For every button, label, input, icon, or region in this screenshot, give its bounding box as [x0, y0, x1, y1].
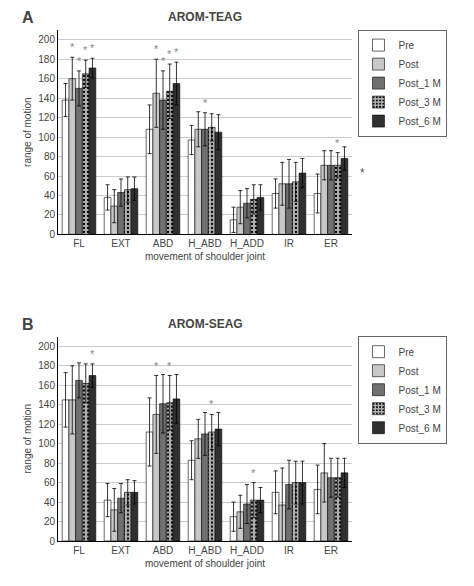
svg-text:*: *: [209, 398, 214, 410]
svg-text:Pre: Pre: [398, 40, 414, 51]
svg-text:120: 120: [38, 112, 55, 123]
svg-text:*: *: [161, 55, 166, 67]
svg-text:H_ADD: H_ADD: [230, 238, 264, 249]
svg-text:FL: FL: [73, 238, 85, 249]
svg-text:H_ABD: H_ABD: [188, 545, 221, 556]
svg-text:60: 60: [44, 171, 56, 182]
svg-text:40: 40: [44, 497, 56, 508]
svg-text:ER: ER: [324, 238, 338, 249]
svg-text:range of motion: range of motion: [22, 97, 33, 167]
svg-text:Post: Post: [398, 366, 418, 377]
svg-text:140: 140: [38, 399, 55, 410]
svg-text:20: 20: [44, 516, 56, 527]
svg-text:H_ADD: H_ADD: [230, 545, 264, 556]
svg-text:180: 180: [38, 54, 55, 65]
svg-text:AROM-SEAG: AROM-SEAG: [168, 317, 243, 331]
svg-text:Post_3 M: Post_3 M: [398, 404, 440, 415]
svg-text:*: *: [154, 43, 159, 55]
svg-text:*: *: [174, 46, 179, 58]
svg-text:*: *: [167, 360, 172, 372]
svg-text:Pre: Pre: [398, 347, 414, 358]
svg-text:*: *: [167, 48, 172, 60]
svg-text:160: 160: [38, 73, 55, 84]
svg-text:Post_1 M: Post_1 M: [398, 78, 440, 89]
svg-text:80: 80: [44, 458, 56, 469]
svg-text:range of motion: range of motion: [22, 404, 33, 474]
svg-text:Post_6 M: Post_6 M: [398, 423, 440, 434]
svg-text:80: 80: [44, 151, 56, 162]
svg-text:160: 160: [38, 380, 55, 391]
svg-text:*: *: [251, 467, 256, 479]
svg-text:180: 180: [38, 360, 55, 371]
svg-text:EXT: EXT: [111, 238, 130, 249]
svg-text:movement of shoulder joint: movement of shoulder joint: [145, 251, 265, 262]
svg-text:movement of shoulder joint: movement of shoulder joint: [145, 558, 265, 569]
svg-text:Post_3 M: Post_3 M: [398, 97, 440, 108]
svg-text:IR: IR: [284, 545, 294, 556]
svg-text:ER: ER: [324, 545, 338, 556]
svg-text:200: 200: [38, 34, 55, 45]
svg-text:EXT: EXT: [111, 545, 130, 556]
svg-text:*: *: [70, 41, 75, 53]
svg-text:B: B: [22, 316, 34, 333]
svg-text:*: *: [203, 97, 208, 109]
svg-text:*: *: [360, 166, 365, 180]
svg-text:200: 200: [38, 341, 55, 352]
svg-text:*: *: [154, 360, 159, 372]
svg-text:120: 120: [38, 419, 55, 430]
svg-text:*: *: [90, 348, 95, 360]
svg-text:Post_1 M: Post_1 M: [398, 385, 440, 396]
svg-text:20: 20: [44, 209, 56, 220]
svg-text:H_ABD: H_ABD: [188, 238, 221, 249]
svg-text:*: *: [77, 55, 82, 67]
svg-text:Post_6 M: Post_6 M: [398, 116, 440, 127]
svg-text:ABD: ABD: [153, 545, 174, 556]
svg-text:IR: IR: [284, 238, 294, 249]
svg-text:AROM-TEAG: AROM-TEAG: [168, 10, 242, 24]
svg-text:*: *: [83, 44, 88, 56]
svg-text:0: 0: [49, 229, 55, 240]
svg-text:FL: FL: [73, 545, 85, 556]
svg-text:140: 140: [38, 93, 55, 104]
svg-text:40: 40: [44, 190, 56, 201]
svg-text:100: 100: [38, 132, 55, 143]
svg-text:*: *: [90, 42, 95, 54]
svg-text:60: 60: [44, 477, 56, 488]
svg-text:ABD: ABD: [153, 238, 174, 249]
svg-text:A: A: [22, 9, 34, 26]
svg-text:*: *: [335, 137, 340, 149]
svg-text:100: 100: [38, 438, 55, 449]
svg-text:Post: Post: [398, 59, 418, 70]
svg-text:0: 0: [49, 536, 55, 547]
